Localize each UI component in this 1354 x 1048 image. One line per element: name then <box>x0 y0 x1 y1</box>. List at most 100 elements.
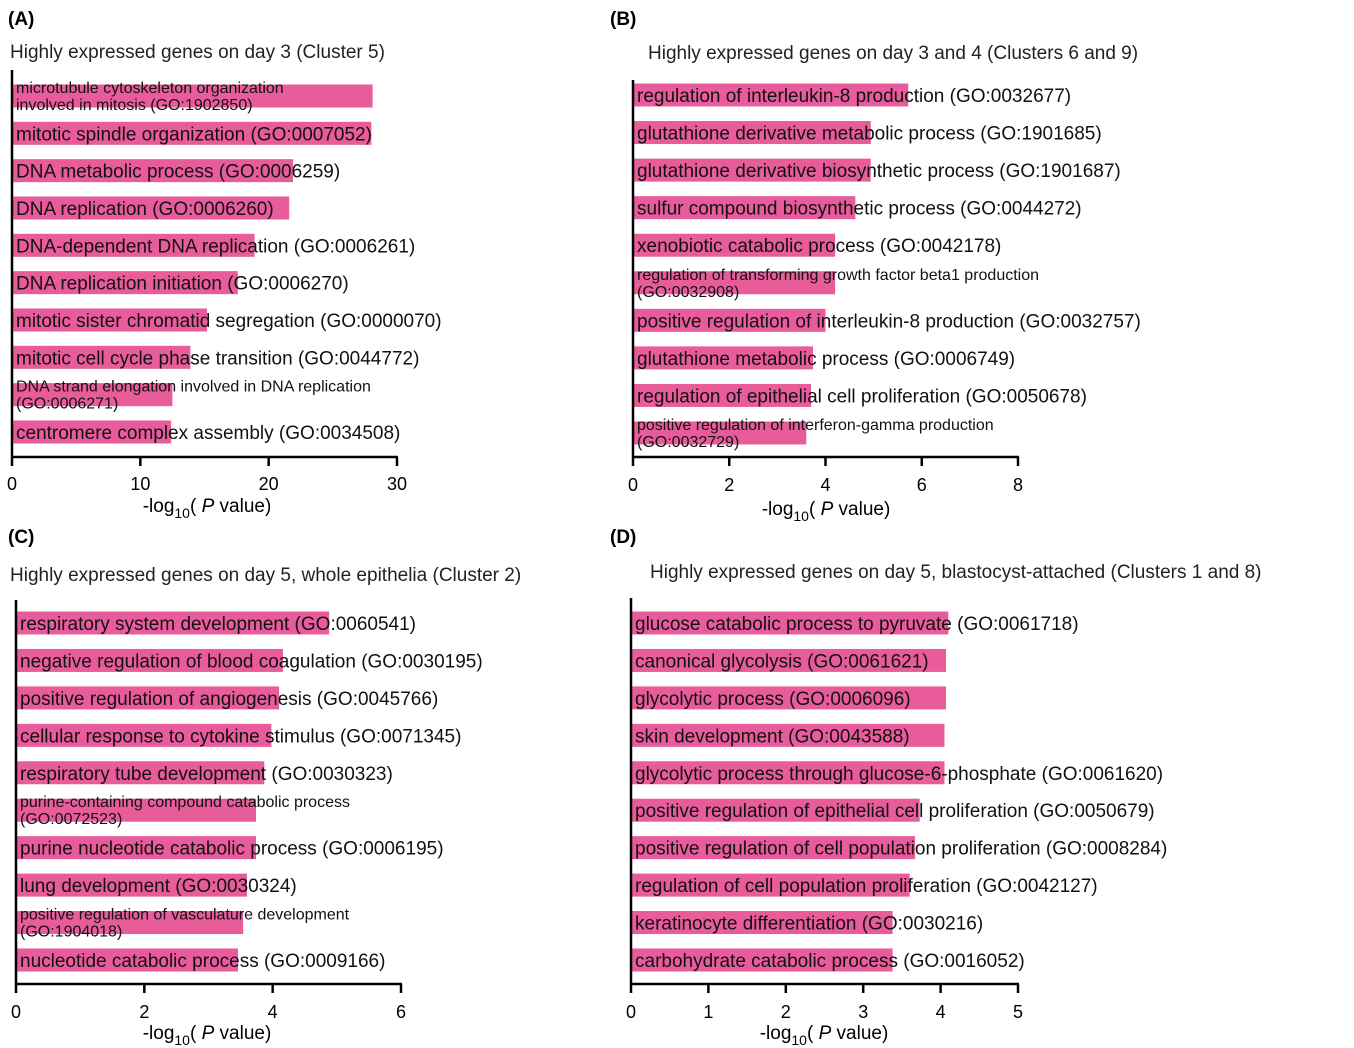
bar <box>16 798 256 822</box>
x-axis-label: -log10( P value) <box>760 1023 889 1048</box>
chart-title: Highly expressed genes on day 5, whole e… <box>10 565 521 586</box>
x-axis-label: -log10( P value) <box>762 499 891 524</box>
bar-label: positive regulation of angiogenesis (GO:… <box>20 689 438 710</box>
x-tick-label: 2 <box>724 475 734 495</box>
x-tick-label: 2 <box>781 1002 791 1022</box>
bar <box>12 121 372 145</box>
bar-label: glutathione derivative biosynthetic proc… <box>637 161 1121 182</box>
bar-label: glucose catabolic process to pyruvate (G… <box>635 614 1079 635</box>
bar-label: (GO:0072523) <box>20 811 122 828</box>
bar <box>633 196 856 220</box>
bar <box>16 948 239 972</box>
bar <box>12 308 208 332</box>
bar-label: cellular response to cytokine stimulus (… <box>20 726 461 747</box>
bar <box>12 84 373 108</box>
x-tick-label: 3 <box>858 1002 868 1022</box>
bar <box>12 159 294 183</box>
bar <box>631 911 893 935</box>
bar-label: regulation of epithelial cell proliferat… <box>637 386 1087 407</box>
bar <box>631 686 947 710</box>
bar-label: glycolytic process (GO:0006096) <box>635 689 911 710</box>
x-tick-label: 5 <box>1013 1002 1023 1022</box>
x-tick-label: 0 <box>11 1002 21 1022</box>
bar-label: regulation of transforming growth factor… <box>637 267 1039 284</box>
bar-label: positive regulation of vasculature devel… <box>20 907 350 924</box>
bar-label: carbohydrate catabolic process (GO:00160… <box>635 951 1025 972</box>
x-tick-label: 8 <box>1013 475 1023 495</box>
bar-label: sulfur compound biosynthetic process (GO… <box>637 199 1082 220</box>
chart-title: Highly expressed genes on day 3 (Cluster… <box>10 42 385 63</box>
x-tick-label: 0 <box>7 474 17 494</box>
bar <box>16 611 330 635</box>
bar <box>633 421 807 445</box>
x-tick-label: 0 <box>626 1002 636 1022</box>
bar <box>633 308 826 332</box>
bar <box>631 761 945 785</box>
bar-label: involved in mitosis (GO:1902850) <box>16 97 253 114</box>
bar-label: DNA strand elongation involved in DNA re… <box>16 379 371 396</box>
bar <box>633 121 871 145</box>
bar <box>631 723 945 747</box>
bar-label: centromere complex assembly (GO:0034508) <box>16 423 400 444</box>
bar-label: (GO:0032908) <box>637 284 739 301</box>
bar-label: (GO:1904018) <box>20 924 122 941</box>
x-tick-label: 20 <box>259 474 279 494</box>
bar <box>631 798 920 822</box>
bar-label: positive regulation of cell population p… <box>635 839 1167 860</box>
bar-label: DNA replication initiation (GO:0006270) <box>16 274 349 295</box>
bar-label: positive regulation of interleukin-8 pro… <box>637 311 1141 332</box>
bar-label: mitotic sister chromatid segregation (GO… <box>16 311 442 332</box>
bar <box>12 196 290 220</box>
bar <box>12 383 173 407</box>
chart-panel-c: (C) Highly expressed genes on day 5, whol… <box>8 527 521 1048</box>
bar <box>12 271 238 295</box>
bar <box>16 873 247 897</box>
bar <box>16 836 256 860</box>
x-tick-label: 4 <box>268 1002 278 1022</box>
bar <box>631 948 893 972</box>
bar <box>633 233 836 257</box>
x-axis-label: -log10( P value) <box>143 1023 272 1048</box>
bar-label: DNA-dependent DNA replication (GO:000626… <box>16 236 415 257</box>
bar-label: positive regulation of interferon-gamma … <box>637 417 994 434</box>
bar <box>633 83 909 107</box>
bar-label: regulation of cell population proliferat… <box>635 876 1098 897</box>
x-tick-label: 6 <box>917 475 927 495</box>
bar <box>16 911 244 935</box>
bar-label: glutathione derivative metabolic process… <box>637 124 1102 145</box>
bar <box>633 383 812 407</box>
bar <box>12 233 255 257</box>
bar <box>631 836 916 860</box>
x-tick-label: 0 <box>628 475 638 495</box>
chart-panel-a: (A) Highly expressed genes on day 3 (Clus… <box>7 9 442 521</box>
x-axis-label: -log10( P value) <box>143 496 272 521</box>
bar-label: (GO:0032729) <box>637 434 739 451</box>
bar <box>633 271 836 295</box>
bar-label: glutathione metabolic process (GO:000674… <box>637 349 1015 370</box>
x-tick-label: 10 <box>130 474 150 494</box>
bar-label: negative regulation of blood coagulation… <box>20 651 483 672</box>
bar-label: keratinocyte differentiation (GO:0030216… <box>635 914 983 935</box>
bar <box>16 686 280 710</box>
bar-label: respiratory system development (GO:00605… <box>20 614 416 635</box>
x-tick-label: 4 <box>936 1002 946 1022</box>
chart-title: Highly expressed genes on day 5, blastoc… <box>650 562 1262 583</box>
bar-label: purine nucleotide catabolic process (GO:… <box>20 839 444 860</box>
chart-panel-b: (B) Highly expressed genes on day 3 and 4… <box>610 9 1141 524</box>
bar <box>12 420 172 444</box>
x-tick-label: 4 <box>820 475 830 495</box>
bar-label: (GO:0006271) <box>16 396 118 413</box>
bar <box>633 346 813 370</box>
bar <box>631 648 947 672</box>
panel-label: (D) <box>610 527 636 548</box>
x-tick-label: 30 <box>387 474 407 494</box>
bar-label: nucleotide catabolic process (GO:0009166… <box>20 951 385 972</box>
panel-label: (B) <box>610 9 636 30</box>
bar <box>16 723 272 747</box>
bar-label: mitotic spindle organization (GO:0007052… <box>16 124 372 145</box>
bar-label: positive regulation of epithelial cell p… <box>635 801 1155 822</box>
bar <box>16 761 265 785</box>
bar-label: glycolytic process through glucose-6-pho… <box>635 764 1163 785</box>
bar <box>633 158 871 182</box>
x-tick-label: 2 <box>139 1002 149 1022</box>
